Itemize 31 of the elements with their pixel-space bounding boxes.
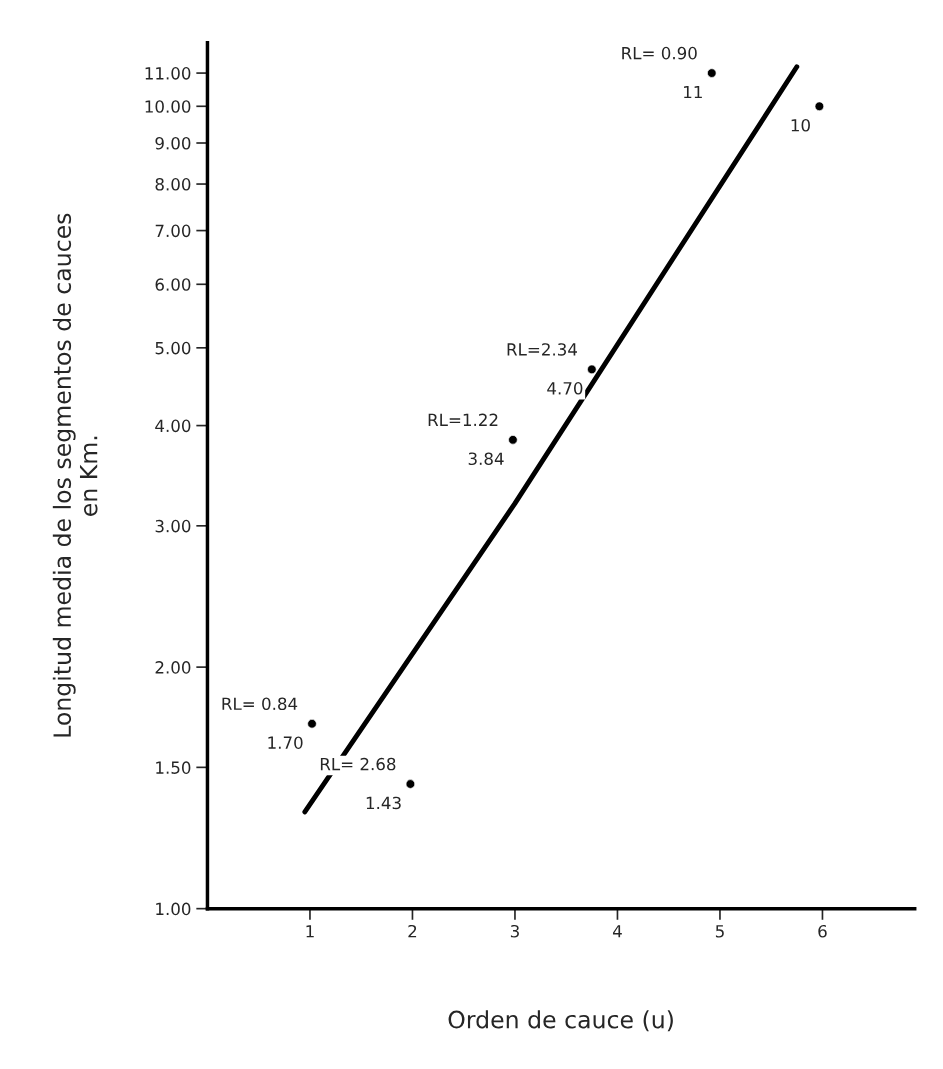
y-tick-label: 10.00	[145, 100, 191, 113]
x-tick-label: 3	[510, 924, 519, 938]
data-label: 4.70	[547, 382, 583, 395]
data-label: 11	[684, 85, 702, 99]
y-tick-label: 8.00	[155, 178, 191, 191]
y-tick-label: 1.50	[156, 761, 191, 774]
x-tick-label: 1	[306, 925, 314, 938]
annotation: RL= 0.84	[222, 697, 298, 711]
y-tick-label: 2.00	[155, 661, 191, 674]
data-label: 3.84	[468, 452, 504, 466]
annotation: RL=2.34	[507, 343, 578, 356]
x-tick-label: 5	[715, 925, 724, 938]
x-tick-label: 6	[818, 924, 827, 938]
y-tick-label: 4.00	[155, 419, 191, 433]
data-label: 10	[791, 118, 810, 132]
annotation: RL=1.22	[428, 413, 498, 426]
x-tick-label: 2	[408, 924, 417, 938]
data-label: 1.70	[268, 736, 303, 749]
annotation: RL= 2.68	[320, 757, 396, 771]
y-tick-label: 3.00	[155, 519, 191, 533]
y-axis-title: Longitud media de los segmentos de cauces en Km.	[52, 213, 98, 737]
annotation: RL= 0.90	[622, 46, 697, 60]
y-tick-label: 11.00	[145, 67, 191, 80]
x-axis-title: Orden de cauce (u)	[448, 1010, 673, 1032]
y-tick-label: 6.00	[155, 278, 191, 291]
y-tick-label: 9.00	[155, 136, 191, 150]
data-label: 1.43	[366, 796, 401, 810]
y-tick-label: 1.00	[156, 902, 191, 916]
x-tick-label: 4	[612, 925, 622, 938]
y-tick-label: 7.00	[155, 224, 191, 238]
y-tick-label: 5.00	[155, 341, 191, 355]
